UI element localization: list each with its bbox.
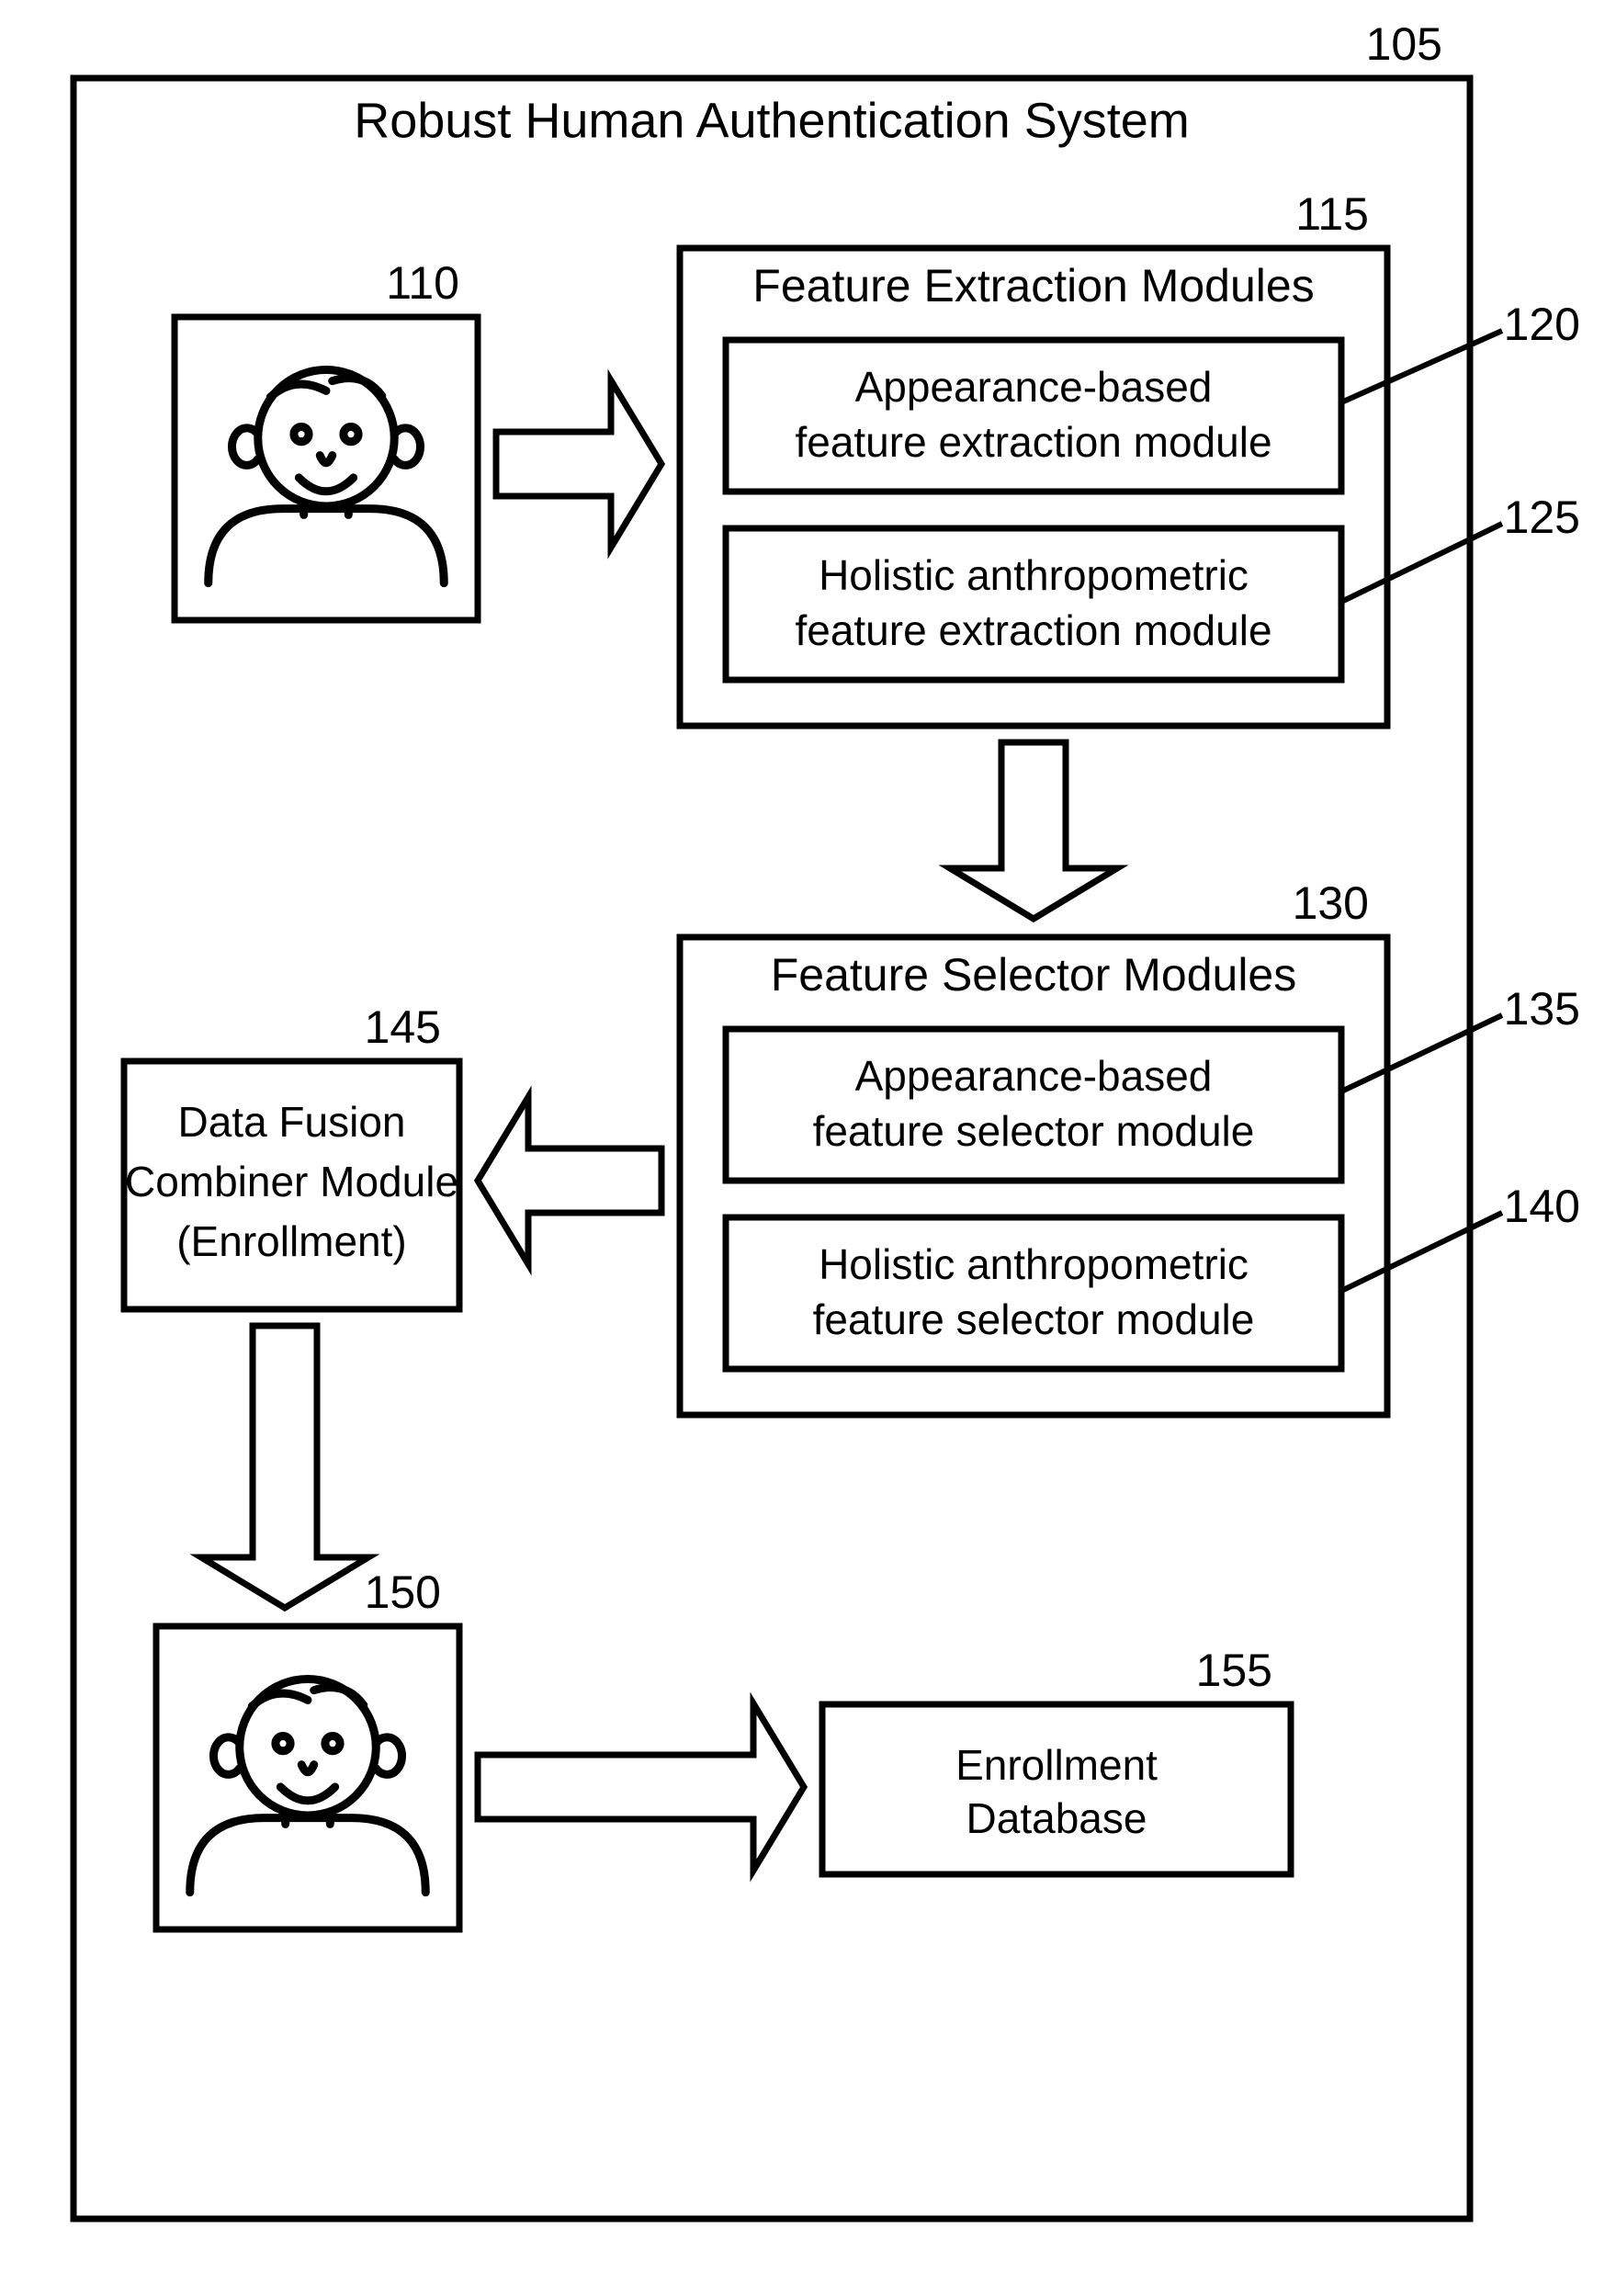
svg-text:feature extraction module: feature extraction module <box>795 606 1271 654</box>
svg-text:145: 145 <box>365 1001 441 1053</box>
svg-text:feature selector module: feature selector module <box>813 1107 1255 1155</box>
svg-text:Robust Human Authentication Sy: Robust Human Authentication System <box>354 93 1189 148</box>
svg-text:Database: Database <box>966 1794 1147 1842</box>
svg-text:105: 105 <box>1366 18 1442 70</box>
svg-text:Data Fusion: Data Fusion <box>177 1098 405 1146</box>
svg-text:150: 150 <box>365 1566 441 1618</box>
svg-text:feature extraction module: feature extraction module <box>795 418 1271 466</box>
svg-text:125: 125 <box>1504 492 1580 543</box>
svg-text:Holistic anthropometric: Holistic anthropometric <box>819 1240 1249 1288</box>
svg-text:Combiner Module: Combiner Module <box>125 1158 458 1205</box>
svg-text:Appearance-based: Appearance-based <box>855 363 1213 411</box>
svg-text:feature selector module: feature selector module <box>813 1295 1255 1343</box>
svg-text:(Enrollment): (Enrollment) <box>176 1217 407 1265</box>
svg-text:115: 115 <box>1295 188 1369 240</box>
svg-text:110: 110 <box>386 257 459 309</box>
svg-text:Appearance-based: Appearance-based <box>855 1052 1213 1100</box>
svg-text:140: 140 <box>1504 1181 1580 1232</box>
svg-text:Holistic anthropometric: Holistic anthropometric <box>819 551 1249 599</box>
svg-text:135: 135 <box>1504 983 1580 1035</box>
svg-text:155: 155 <box>1196 1645 1272 1696</box>
svg-text:Feature Selector Modules: Feature Selector Modules <box>771 949 1297 1001</box>
svg-text:Feature Extraction Modules: Feature Extraction Modules <box>752 260 1314 311</box>
svg-text:130: 130 <box>1293 877 1369 929</box>
svg-text:120: 120 <box>1504 299 1580 350</box>
svg-text:Enrollment: Enrollment <box>955 1741 1158 1789</box>
